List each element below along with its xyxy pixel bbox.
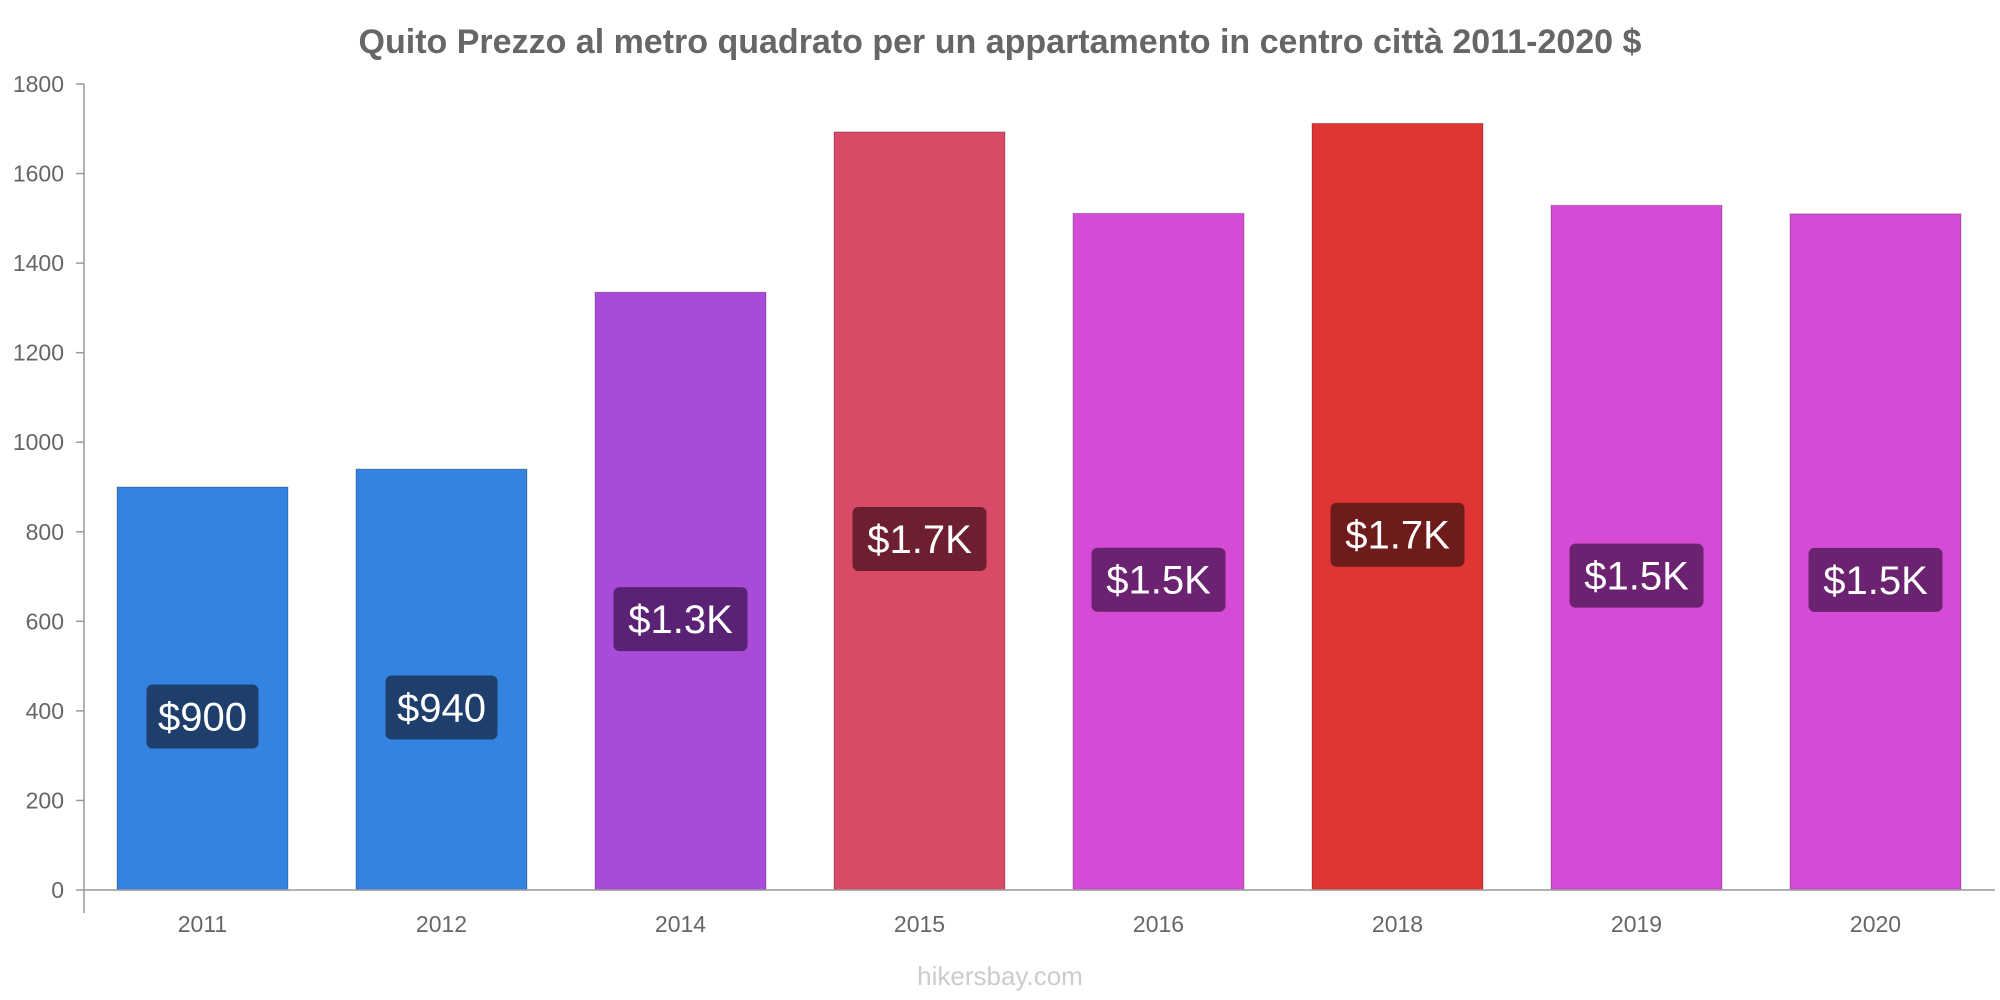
y-tick-label: 1400	[13, 250, 64, 276]
data-label: $1.7K	[1345, 514, 1450, 558]
data-label-box	[146, 684, 259, 749]
data-label-box	[613, 587, 748, 652]
data-label: $1.3K	[628, 598, 733, 642]
data-label-box	[1808, 547, 1943, 612]
x-tick-label: 2014	[655, 911, 706, 937]
watermark: hikersbay.com	[917, 961, 1083, 991]
bars: $900 $940 $1.3K $1.7K $1.5K $1.7K $1.5K $1.5K	[116, 122, 1962, 891]
x-tick-label: 2018	[1372, 911, 1423, 937]
y-tick-label: 1800	[13, 71, 64, 97]
y-tick-label: 800	[26, 519, 64, 545]
y-tick-label: 1600	[13, 161, 64, 187]
chart-title: Quito Prezzo al metro quadrato per un ap…	[359, 23, 1642, 61]
data-label: $1.7K	[867, 518, 972, 562]
x-tick-label: 2020	[1850, 911, 1901, 937]
y-tick-label: 1200	[13, 340, 64, 366]
data-label: $940	[397, 687, 486, 731]
data-label: $1.5K	[1584, 555, 1689, 599]
data-label-box	[1569, 543, 1704, 608]
x-tick-label: 2016	[1133, 911, 1184, 937]
data-label: $1.5K	[1106, 559, 1211, 603]
data-label-box	[385, 675, 498, 740]
y-axis-ticks: 0 200 400 600 800 1000 1200 1400 1600 1800	[13, 71, 84, 903]
data-label-box	[1330, 502, 1465, 567]
data-label-box	[852, 506, 987, 571]
y-tick-label: 200	[26, 787, 64, 813]
x-tick-label: 2011	[178, 911, 227, 937]
y-tick-label: 400	[26, 698, 64, 724]
y-tick-label: 600	[26, 608, 64, 634]
x-tick-label: 2019	[1611, 911, 1662, 937]
y-tick-label: 0	[51, 877, 64, 903]
data-label-box	[1091, 547, 1226, 612]
data-label: $1.5K	[1823, 559, 1928, 603]
y-tick-label: 1000	[13, 429, 64, 455]
data-label: $900	[158, 696, 247, 740]
x-tick-label: 2012	[416, 911, 467, 937]
x-axis-ticks: 2011 2012 2014 2015 2016 2018 2019 2020	[178, 911, 1901, 937]
x-tick-label: 2015	[894, 911, 945, 937]
